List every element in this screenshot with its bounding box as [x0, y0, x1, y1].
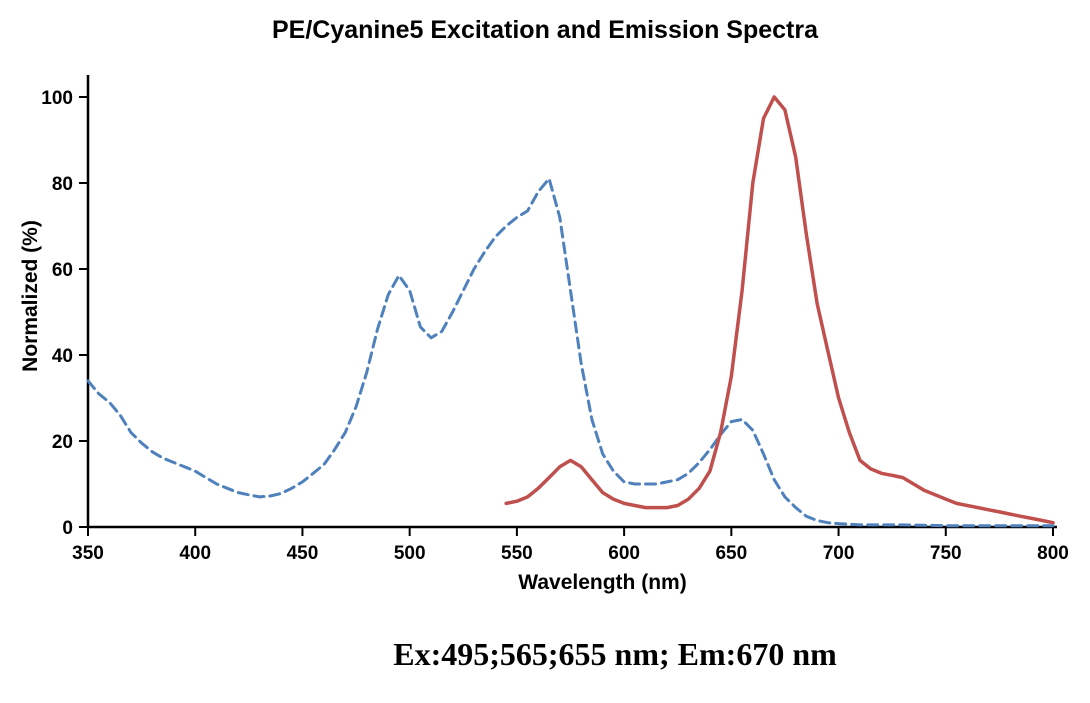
excitation-curve: [86, 177, 1055, 528]
y-tick-label: 40: [52, 346, 73, 367]
x-tick-label: 400: [179, 543, 211, 564]
x-tick-label: 550: [501, 543, 533, 564]
x-tick-label: 650: [715, 543, 747, 564]
x-tick-label: 600: [608, 543, 640, 564]
x-tick-label: 500: [394, 543, 426, 564]
x-tick-label: 350: [72, 543, 104, 564]
y-tick-label: 80: [52, 174, 73, 195]
x-tick-label: 450: [287, 543, 319, 564]
chart-title: PE/Cyanine5 Excitation and Emission Spec…: [271, 16, 818, 44]
x-tick-label: 800: [1037, 543, 1069, 564]
x-tick-label: 750: [930, 543, 962, 564]
y-tick-label: 20: [52, 432, 73, 453]
y-tick-label: 60: [52, 260, 73, 281]
annotation-text: Ex:495;565;655 nm; Em:670 nm: [393, 636, 837, 672]
plot-area: 350 400 450 500 550 600 650 700 750 800 0 20 40 60 80 1…: [41, 75, 1069, 564]
x-tick-label: 700: [823, 543, 855, 564]
y-tick-label: 100: [41, 88, 73, 109]
y-tick-label: 0: [62, 518, 73, 539]
x-axis-label: Wavelength (nm): [518, 571, 687, 594]
emission-curve: [504, 95, 1055, 525]
